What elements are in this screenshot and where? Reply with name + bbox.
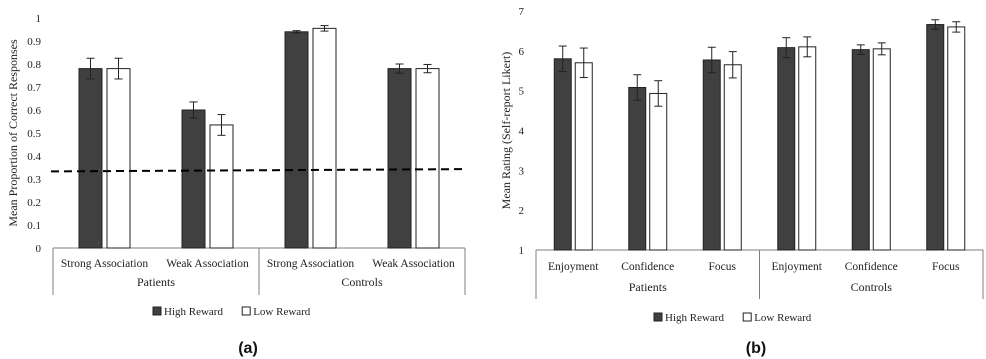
bar <box>209 124 234 249</box>
category-label: Focus <box>709 261 737 273</box>
group-label: Patients <box>137 275 175 289</box>
category-label: Focus <box>932 261 960 273</box>
bar <box>872 48 891 251</box>
bar <box>777 47 796 251</box>
bar <box>106 68 131 249</box>
y-tick-label: 0.9 <box>27 36 41 48</box>
bar <box>284 31 309 249</box>
bar <box>574 62 593 251</box>
group-label: Patients <box>629 280 667 294</box>
bar <box>851 49 870 251</box>
chart-b: Mean Rating (Self-report Likert) 1 2 3 4 5 6 7 E… <box>499 6 984 357</box>
category-label: Strong Association <box>267 258 354 270</box>
bar <box>947 26 966 251</box>
y-tick-label: 1 <box>36 13 42 25</box>
bar <box>553 58 572 251</box>
bar <box>181 109 206 249</box>
category-label: Confidence <box>845 261 898 273</box>
bar <box>798 46 817 251</box>
y-tick-label: 0.8 <box>27 59 41 71</box>
legend-label: Low Reward <box>754 312 812 324</box>
legend-label: High Reward <box>164 306 223 318</box>
legend-label: High Reward <box>665 312 724 324</box>
bar <box>628 86 647 251</box>
y-tick-label: 7 <box>519 6 525 18</box>
category-label: Enjoyment <box>772 261 823 273</box>
y-tick-label: 0.3 <box>27 174 41 186</box>
bar <box>78 68 103 249</box>
y-tick-label: 2 <box>519 205 525 217</box>
legend-swatch <box>653 312 663 322</box>
y-axis-label: Mean Rating (Self-report Likert) <box>499 52 513 210</box>
legend-swatch <box>152 306 162 316</box>
bar <box>415 68 440 249</box>
y-tick-label: 0.5 <box>27 128 41 140</box>
y-tick-label: 0 <box>36 243 42 255</box>
y-tick-label: 0.1 <box>27 220 41 232</box>
category-label: Enjoyment <box>548 261 599 273</box>
category-label: Weak Association <box>166 258 249 270</box>
y-tick-label: 0.4 <box>27 151 41 163</box>
bar <box>723 64 742 251</box>
y-tick-label: 5 <box>519 86 525 98</box>
y-tick-label: 0.6 <box>27 105 41 117</box>
bar <box>649 92 668 251</box>
category-label: Confidence <box>621 261 674 273</box>
y-tick-label: 0.7 <box>27 82 41 94</box>
group-label: Controls <box>341 275 383 289</box>
bar <box>702 59 721 251</box>
category-label: Strong Association <box>61 258 148 270</box>
legend-swatch <box>241 306 251 316</box>
panel-label: (b) <box>746 340 766 357</box>
chart-a: Mean Proportion of Correct Responses 0 0.1… <box>6 13 468 357</box>
legend-label: Low Reward <box>253 306 311 318</box>
bar <box>387 68 412 249</box>
y-tick-label: 4 <box>519 126 525 138</box>
reference-line <box>50 168 468 173</box>
legend-swatch <box>742 312 752 322</box>
bar <box>312 27 337 249</box>
panel-label: (a) <box>238 340 258 357</box>
bar <box>926 24 945 251</box>
y-axis-label: Mean Proportion of Correct Responses <box>6 39 20 227</box>
group-label: Controls <box>851 280 893 294</box>
category-label: Weak Association <box>372 258 455 270</box>
y-tick-label: 3 <box>519 165 525 177</box>
y-tick-label: 1 <box>519 245 525 257</box>
y-tick-label: 6 <box>519 46 525 58</box>
y-tick-label: 0.2 <box>27 197 41 209</box>
